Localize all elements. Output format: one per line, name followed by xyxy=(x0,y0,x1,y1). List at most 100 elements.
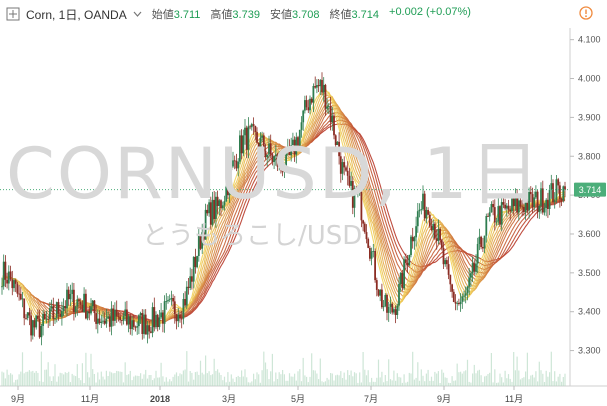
volume-bar xyxy=(537,381,539,386)
volume-bar xyxy=(37,372,39,386)
expand-square-icon[interactable] xyxy=(6,7,20,21)
volume-bar xyxy=(477,370,479,386)
volume-bar xyxy=(51,381,53,386)
chevron-down-icon[interactable] xyxy=(133,11,142,17)
volume-bar xyxy=(545,370,547,386)
candle-body xyxy=(396,305,399,315)
volume-bar xyxy=(480,375,482,386)
candle-body xyxy=(245,127,248,150)
volume-bar xyxy=(109,371,111,386)
candle-body xyxy=(497,206,500,222)
volume-bar xyxy=(80,380,82,386)
volume-bar xyxy=(227,372,229,386)
volume-bar xyxy=(223,376,226,386)
ma-ribbon-line xyxy=(1,90,566,327)
candle-body xyxy=(185,286,188,306)
volume-bar xyxy=(49,376,51,386)
volume-bar xyxy=(98,379,101,386)
candle-body xyxy=(509,209,512,212)
candle-body xyxy=(81,304,84,313)
candle-body xyxy=(552,183,554,202)
candle-body xyxy=(35,315,38,328)
volume-bar xyxy=(73,375,75,386)
candle-body xyxy=(536,191,539,212)
volume-bar xyxy=(196,371,198,386)
volume-bar xyxy=(78,378,80,386)
candle-body xyxy=(268,143,270,155)
candle-body xyxy=(488,212,491,217)
candle-body xyxy=(492,204,494,208)
volume-bar xyxy=(119,371,121,386)
legend-header: Corn, 1日, OANDA 始値3.711 高値3.739 安値3.708 … xyxy=(0,0,607,28)
candle-body xyxy=(297,137,299,146)
candle-body xyxy=(25,318,27,319)
volume-bar xyxy=(432,380,434,386)
candle-body xyxy=(139,313,142,316)
volume-bar xyxy=(230,374,232,386)
candle-body xyxy=(240,135,243,154)
volume-bar xyxy=(470,382,472,386)
volume-bar xyxy=(372,381,374,386)
volume-bar xyxy=(294,373,296,386)
volume-bar xyxy=(131,380,133,386)
volume-bar xyxy=(374,381,376,386)
candle-body xyxy=(319,79,322,87)
candle-body xyxy=(322,84,325,93)
candle-body xyxy=(120,320,123,321)
candle-body xyxy=(172,298,174,302)
volume-bar xyxy=(133,376,135,386)
volume-bar xyxy=(194,372,196,386)
candle-body xyxy=(261,135,263,138)
candle-body xyxy=(223,201,226,206)
candle-body xyxy=(528,192,530,211)
candle-body xyxy=(410,236,412,255)
volume-bar xyxy=(172,376,174,386)
candle-body xyxy=(274,154,277,157)
candle-body xyxy=(197,234,200,256)
candle-body xyxy=(278,156,281,167)
candle-body xyxy=(357,192,359,194)
symbol-title[interactable]: Corn, 1日, OANDA xyxy=(26,7,127,22)
change-value: +0.002 (+0.07%) xyxy=(389,6,471,18)
candle-body xyxy=(519,200,522,207)
candle-body xyxy=(326,106,328,109)
volume-bar xyxy=(540,370,542,386)
candle-body xyxy=(533,197,536,208)
volume-bar xyxy=(261,370,263,386)
volume-bar xyxy=(307,382,309,386)
candle-body xyxy=(362,220,364,224)
candle-body xyxy=(175,314,178,322)
candle-body xyxy=(493,207,496,223)
candle-body xyxy=(76,299,79,307)
volume-bar xyxy=(246,377,248,386)
volume-bar xyxy=(371,377,373,386)
volume-bar xyxy=(258,374,260,386)
volume-bar xyxy=(383,382,385,386)
candle-body xyxy=(394,309,397,315)
volume-bar xyxy=(405,382,407,386)
alert-circle-icon[interactable] xyxy=(579,6,593,20)
volume-bar xyxy=(222,380,224,386)
volume-bar xyxy=(393,370,395,386)
volume-bar xyxy=(348,375,350,386)
volume-bar xyxy=(376,377,378,386)
volume-bar xyxy=(6,369,8,386)
price-tick-label: 3.500 xyxy=(578,268,601,278)
candle-body xyxy=(343,162,346,168)
candle-body xyxy=(495,221,498,223)
candle-body xyxy=(415,226,417,238)
volume-bar xyxy=(167,381,169,386)
volume-bar xyxy=(377,359,380,386)
candle-body xyxy=(189,276,192,288)
volume-bar xyxy=(549,372,551,386)
candle-body xyxy=(127,316,130,325)
volume-bar xyxy=(511,381,513,386)
candle-body xyxy=(444,260,447,265)
candle-body xyxy=(345,167,347,171)
candle-body xyxy=(209,202,212,225)
candle-body xyxy=(470,273,472,278)
candle-body xyxy=(521,206,524,208)
volume-bar xyxy=(519,379,522,386)
volume-bar xyxy=(13,382,15,386)
